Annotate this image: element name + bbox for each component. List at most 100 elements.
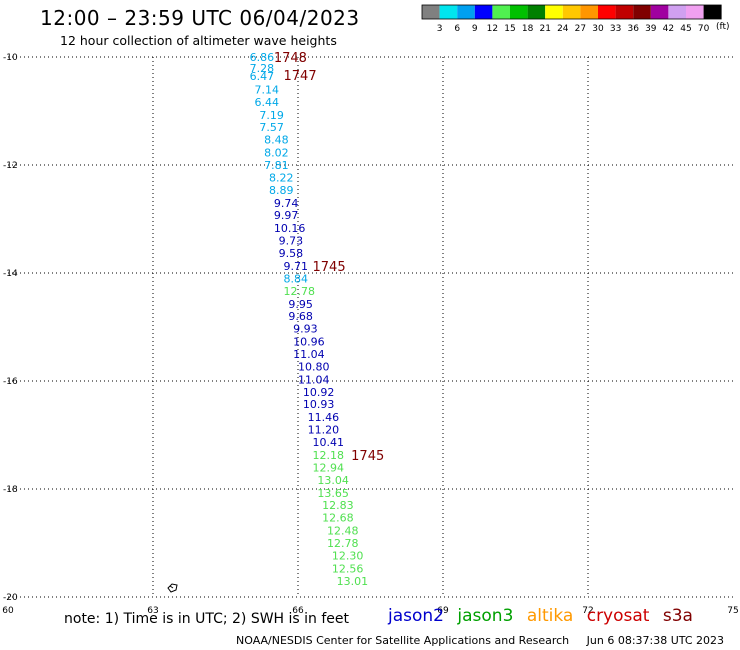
swh-point: 12.94: [313, 461, 345, 474]
colorbar-tick: 45: [680, 24, 691, 34]
swh-point: 9.68: [288, 310, 313, 323]
colorbar-swatch: [703, 5, 722, 19]
swh-point: 6.86: [250, 51, 275, 64]
swh-point: 12.78: [284, 285, 316, 298]
colorbar-tick: 27: [575, 24, 586, 34]
swh-point: 13.65: [317, 487, 349, 500]
swh-point: 9.73: [279, 235, 304, 248]
colorbar-swatch: [562, 5, 581, 19]
colorbar-swatch: [492, 5, 510, 19]
swh-point: 10.96: [293, 336, 325, 349]
swh-point: 8.84: [284, 272, 309, 285]
colorbar-swatch: [510, 5, 528, 19]
swh-point: 12.18: [313, 449, 345, 462]
x-tick-label: 69: [437, 606, 449, 616]
y-tick-label: -14: [3, 269, 18, 279]
time-label: 1747: [284, 69, 317, 84]
colorbar-swatch: [580, 5, 598, 19]
colorbar-swatch: [474, 5, 493, 19]
colorbar-swatch: [439, 5, 458, 19]
y-tick-label: -10: [3, 53, 18, 63]
y-tick-label: -12: [3, 161, 18, 171]
swh-point: 7.81: [264, 159, 289, 172]
swh-point: 6.44: [255, 96, 280, 109]
chart-subtitle: 12 hour collection of altimeter wave hei…: [60, 33, 337, 48]
swh-point: 9.93: [293, 323, 318, 336]
swh-point: 13.04: [317, 474, 349, 487]
swh-point: 10.93: [303, 398, 335, 411]
colorbar-swatch: [598, 5, 616, 19]
footer: NOAA/NESDIS Center for Satellite Applica…: [236, 634, 724, 647]
note-text: note: 1) Time is in UTC; 2) SWH is in fe…: [64, 611, 350, 627]
swh-point: 12.78: [327, 537, 359, 550]
legend-cryosat: cryosat: [586, 606, 650, 626]
swh-point: 12.83: [322, 499, 354, 512]
swh-point: 8.02: [264, 147, 289, 160]
legend-s3a: s3a: [662, 606, 693, 626]
colorbar-swatch: [527, 5, 546, 19]
y-tick-label: -16: [3, 377, 18, 387]
swh-point: 8.48: [264, 134, 289, 147]
swh-point: 6.47: [250, 70, 275, 83]
colorbar-tick: 12: [487, 24, 498, 34]
swh-point: 13.01: [337, 575, 369, 588]
legend-jason3: jason3: [457, 606, 514, 626]
colorbar-tick: 24: [557, 24, 569, 34]
colorbar-tick: 6: [454, 24, 460, 34]
legend-altika: altika: [526, 606, 574, 626]
colorbar-tick: 42: [663, 24, 674, 34]
colorbar-tick: 36: [627, 24, 639, 34]
colorbar-swatch: [615, 5, 634, 19]
colorbar-frame: [421, 4, 722, 20]
swh-point: 11.20: [308, 424, 340, 437]
x-tick-label: 60: [2, 606, 14, 616]
x-tick-label: 66: [292, 606, 304, 616]
swh-point: 7.57: [259, 121, 284, 134]
swh-point: 8.89: [269, 184, 294, 197]
swh-point: 12.30: [332, 549, 364, 562]
y-tick-label: -18: [3, 485, 18, 495]
swh-point: 11.04: [298, 373, 330, 386]
colorbar-tick: 39: [645, 24, 657, 34]
legend-jason2: jason2: [388, 606, 444, 626]
swh-point: 7.14: [255, 83, 280, 96]
colorbar-swatch: [650, 5, 669, 19]
colorbar-swatch: [545, 5, 563, 19]
swh-point: 8.22: [269, 171, 294, 184]
colorbar-swatch: [422, 5, 440, 19]
swh-point: 12.68: [322, 512, 354, 525]
colorbar-tick: 3: [437, 24, 443, 34]
swh-point: 12.56: [332, 562, 364, 575]
colorbar-tick: 18: [522, 24, 534, 34]
colorbar-tick: 15: [504, 24, 515, 34]
chart-title: 12:00 – 23:59 UTC 06/04/2023: [40, 6, 360, 30]
footer-source: NOAA/NESDIS Center for Satellite Applica…: [236, 634, 570, 647]
colorbar-swatch: [457, 5, 475, 19]
x-tick-label: 72: [582, 606, 593, 616]
colorbar-tick: 33: [610, 24, 621, 34]
time-label: 1748: [274, 51, 307, 66]
swh-point: 10.41: [313, 436, 345, 449]
colorbar-swatch: [686, 5, 704, 19]
colorbar-tick: 30: [592, 24, 604, 34]
swh-point: 11.46: [308, 411, 340, 424]
swh-point: 9.71: [284, 260, 309, 273]
y-tick-label: -20: [3, 593, 18, 603]
satellite-legend: jason2 jason3 altika cryosat s3a: [388, 606, 701, 626]
swh-point: 7.28: [250, 62, 275, 75]
swh-point: 10.16: [274, 222, 306, 235]
colorbar-unit: (ft): [716, 22, 730, 32]
time-label: 1745: [351, 449, 384, 464]
colorbar-tick: 70: [698, 24, 710, 34]
time-label: 1745: [313, 260, 346, 275]
colorbar-tick: 9: [472, 24, 478, 34]
swh-point: 7.19: [259, 109, 284, 122]
footer-timestamp: Jun 6 08:37:38 UTC 2023: [586, 634, 725, 647]
swh-point: 10.92: [303, 386, 335, 399]
swh-point: 12.48: [327, 525, 359, 538]
swh-point: 9.97: [274, 209, 299, 222]
swh-point: 11.04: [293, 348, 325, 361]
x-tick-label: 75: [727, 606, 738, 616]
